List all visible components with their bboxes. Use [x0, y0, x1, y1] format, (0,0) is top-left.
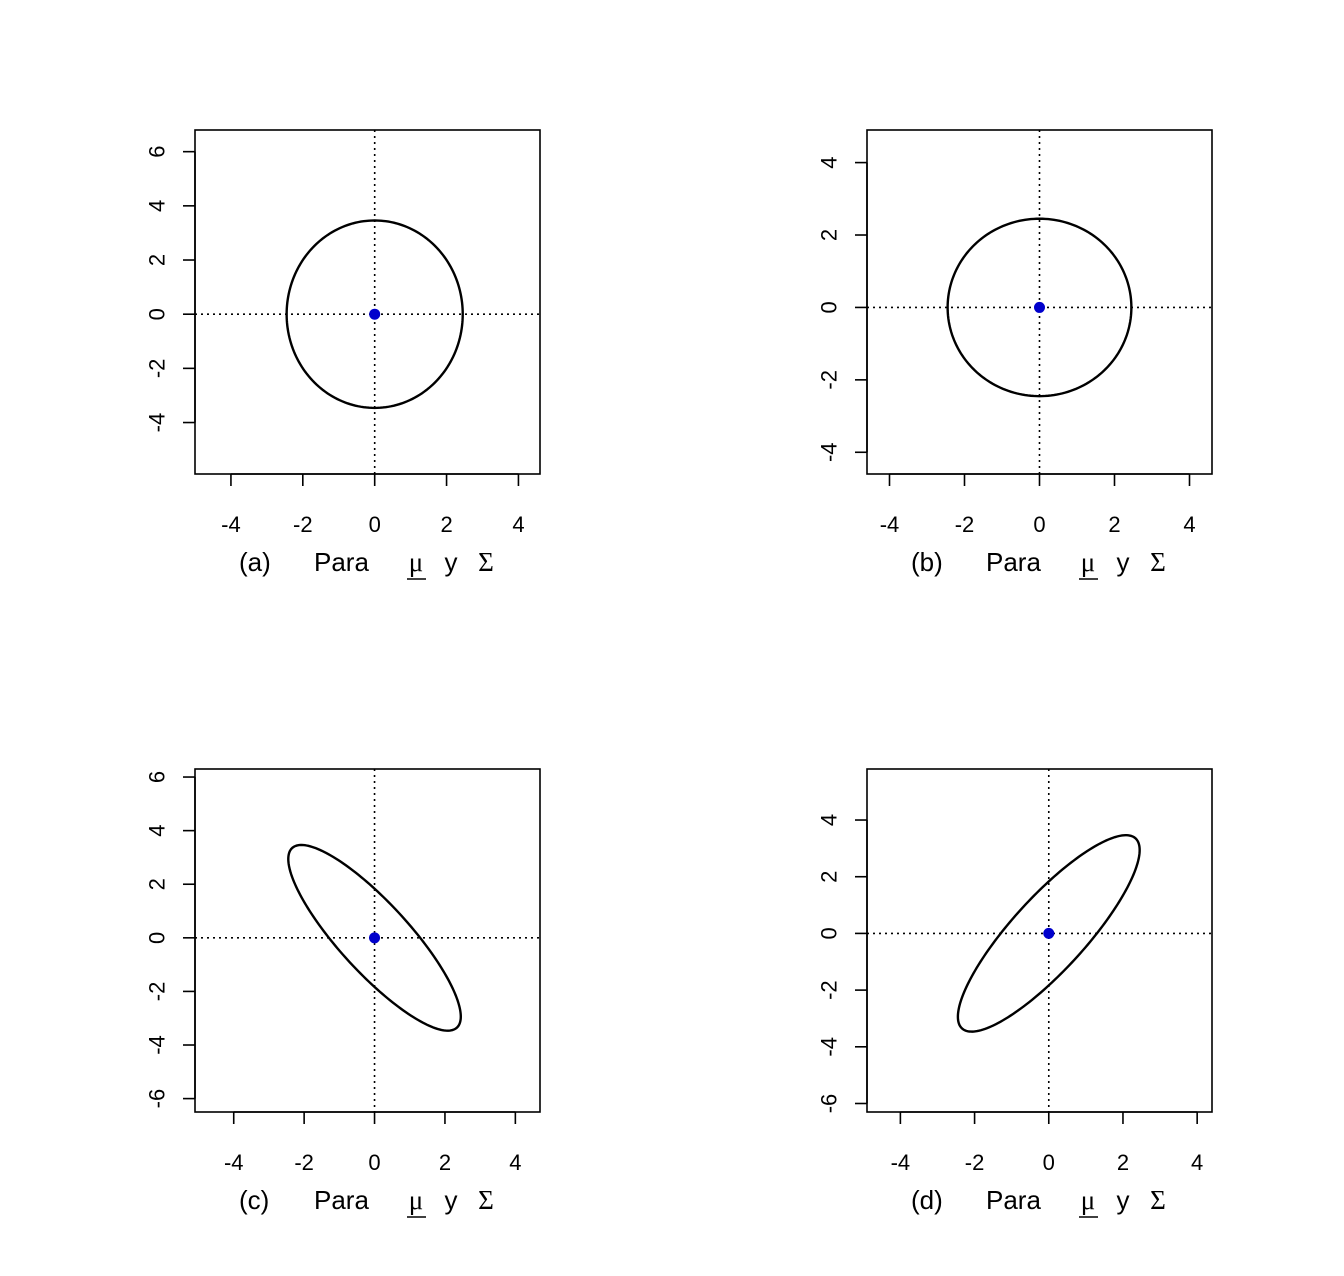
y-tick-label: -4: [145, 1035, 170, 1055]
y-tick-label: -4: [145, 413, 170, 433]
chart-panel-1: -4 -2 0 2 4 -4 -2 0 2 4 6 (a) Para μ y Σ: [145, 129, 541, 580]
x-tick-label: 2: [439, 1150, 451, 1175]
y-tick-label: 2: [817, 229, 842, 241]
x-tick-label: 0: [1033, 512, 1045, 537]
x-tick-label: -4: [221, 512, 241, 537]
mean-point: [1034, 301, 1045, 313]
x-tick-label: -4: [880, 512, 900, 537]
x-tick-label: 0: [368, 1150, 380, 1175]
x-tick-label: 4: [1191, 1150, 1203, 1175]
y-tick-label: 2: [145, 878, 170, 890]
y-axis: -4 -2 0 2 4: [817, 156, 868, 462]
y-tick-label: -6: [145, 1089, 170, 1109]
chart-panel-4: -4 -2 0 2 4 -6 -4 -2 0 2 4 (d) Para μ y Σ: [817, 768, 1213, 1218]
mean-point: [369, 308, 381, 320]
y-tick-label: 2: [817, 871, 842, 883]
label-para: Para: [314, 547, 369, 577]
x-tick-label: 2: [1108, 512, 1120, 537]
label-sigma: Σ: [478, 1185, 494, 1215]
x-axis: -4 -2 0 2 4: [891, 1111, 1203, 1175]
x-axis: -4 -2 0 2 4: [221, 473, 525, 537]
y-tick-label: -6: [817, 1094, 842, 1114]
y-tick-label: 4: [817, 814, 842, 826]
y-tick-label: 0: [145, 932, 170, 944]
label-para: Para: [314, 1185, 369, 1215]
x-axis-label: (b) Para μ y Σ: [911, 547, 1166, 580]
y-tick-label: 4: [145, 200, 170, 212]
label-sigma: Σ: [478, 547, 494, 577]
y-tick-label: -2: [817, 370, 842, 390]
x-tick-label: -2: [293, 512, 313, 537]
mean-point: [369, 932, 381, 944]
label-y: y: [445, 1185, 458, 1215]
plot-frame: [194, 768, 541, 1113]
ellipse-contour: [946, 217, 1133, 398]
x-tick-label: 2: [440, 512, 452, 537]
chart-panel-2: -4 -2 0 2 4 -4 -2 0 2 4 (b) Para μ y Σ: [817, 129, 1213, 580]
y-tick-label: -2: [817, 980, 842, 1000]
x-tick-label: -4: [891, 1150, 911, 1175]
x-axis-label: (a) Para μ y Σ: [239, 547, 494, 580]
x-tick-label: -4: [224, 1150, 244, 1175]
y-tick-label: 4: [145, 825, 170, 837]
y-tick-label: 4: [817, 156, 842, 168]
y-tick-label: 0: [817, 927, 842, 939]
y-tick-label: 6: [145, 771, 170, 783]
chart-panel-3: -4 -2 0 2 4 -6 -4 -2 0 2 4 6 (c) Para μ y Σ: [145, 768, 541, 1218]
x-tick-label: 0: [1043, 1150, 1055, 1175]
x-tick-label: 4: [1183, 512, 1195, 537]
plot-frame: [194, 129, 541, 475]
panel-letter: (d): [911, 1185, 943, 1215]
label-para: Para: [986, 547, 1041, 577]
x-tick-label: 0: [369, 512, 381, 537]
label-y: y: [445, 547, 458, 577]
x-tick-label: -2: [955, 512, 975, 537]
label-sigma: Σ: [1150, 547, 1166, 577]
x-axis: -4 -2 0 2 4: [880, 473, 1196, 537]
mean-point: [1043, 927, 1055, 939]
ellipse-contour: [956, 833, 1141, 1033]
y-tick-label: 2: [145, 254, 170, 266]
ellipse-contour: [287, 843, 462, 1032]
panel-letter: (c): [239, 1185, 269, 1215]
x-axis: -4 -2 0 2 4: [224, 1111, 521, 1175]
x-axis-label: (d) Para μ y Σ: [911, 1185, 1166, 1218]
x-axis-label: (c) Para μ y Σ: [239, 1185, 494, 1218]
label-para: Para: [986, 1185, 1041, 1215]
y-tick-label: -4: [817, 1037, 842, 1057]
y-tick-label: 6: [145, 146, 170, 158]
label-mu: μ: [409, 547, 423, 577]
x-tick-label: 2: [1117, 1150, 1129, 1175]
x-tick-label: 4: [509, 1150, 521, 1175]
label-mu: μ: [1081, 547, 1095, 577]
x-tick-label: -2: [965, 1150, 985, 1175]
x-tick-label: -2: [294, 1150, 314, 1175]
label-y: y: [1117, 547, 1130, 577]
panel-letter: (a): [239, 547, 271, 577]
y-tick-label: -4: [817, 442, 842, 462]
x-tick-label: 4: [512, 512, 524, 537]
y-axis: -4 -2 0 2 4 6: [145, 146, 196, 433]
plot-frame: [866, 768, 1213, 1113]
panel-letter: (b): [911, 547, 943, 577]
y-tick-label: -2: [145, 359, 170, 379]
label-sigma: Σ: [1150, 1185, 1166, 1215]
ellipse-contour: [285, 219, 464, 410]
y-tick-label: 0: [145, 308, 170, 320]
y-axis: -6 -4 -2 0 2 4 6: [145, 771, 196, 1108]
label-mu: μ: [1081, 1185, 1095, 1215]
label-mu: μ: [409, 1185, 423, 1215]
y-tick-label: -2: [145, 982, 170, 1002]
y-axis: -6 -4 -2 0 2 4: [817, 814, 868, 1113]
y-tick-label: 0: [817, 301, 842, 313]
label-y: y: [1117, 1185, 1130, 1215]
